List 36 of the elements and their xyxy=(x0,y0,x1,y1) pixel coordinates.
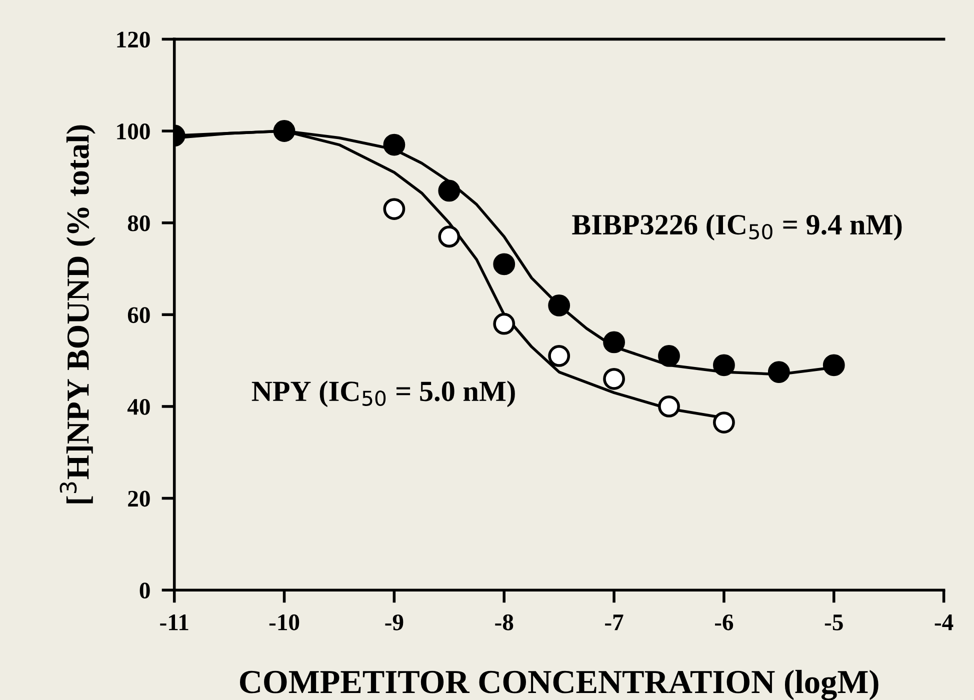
point xyxy=(658,396,680,418)
annotation: BIBP3226 (IC$_{50}$ = 9.4 nM) xyxy=(572,214,902,241)
point xyxy=(603,368,625,390)
point xyxy=(712,354,735,376)
point xyxy=(273,120,296,142)
x-tick-label: -5 xyxy=(824,614,843,630)
y-tick-label: 80 xyxy=(128,215,150,232)
x-tick-label: -6 xyxy=(714,614,734,630)
y-tick-label: 60 xyxy=(128,307,150,324)
x-tick-label: -4 xyxy=(934,614,954,630)
point xyxy=(603,331,625,354)
y-tick-label: 100 xyxy=(117,124,150,140)
annotation: NPY (IC$_{50}$ = 5.0 nM) xyxy=(252,380,515,408)
x-tick-label: -10 xyxy=(269,614,300,630)
x-tick-label: -8 xyxy=(495,614,514,630)
point xyxy=(768,361,790,383)
y-tick-label: 40 xyxy=(127,398,150,415)
point xyxy=(383,134,406,156)
point xyxy=(712,412,735,434)
point xyxy=(548,294,570,316)
x-tick-label: -11 xyxy=(160,614,188,630)
x-tick-label: -9 xyxy=(385,614,404,630)
point xyxy=(383,198,406,220)
point xyxy=(493,253,516,276)
y-tick-label: 0 xyxy=(140,582,150,599)
point xyxy=(438,180,460,202)
point xyxy=(548,345,570,367)
point xyxy=(438,226,460,248)
x-tick-label: -7 xyxy=(605,614,624,630)
y-axis-title: [$^{3}$H]NPY BOUND (% total) xyxy=(60,125,96,504)
point xyxy=(658,345,680,367)
point xyxy=(822,354,845,376)
y-tick-label: 120 xyxy=(117,32,150,48)
point xyxy=(493,312,516,335)
x-axis-title: COMPETITOR CONCENTRATION (logM) xyxy=(240,670,878,700)
y-tick-label: 20 xyxy=(128,490,150,507)
